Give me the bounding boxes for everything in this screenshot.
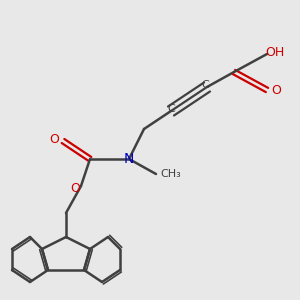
Text: OH: OH bbox=[265, 46, 284, 59]
Text: O: O bbox=[271, 83, 281, 97]
Text: CH₃: CH₃ bbox=[160, 169, 182, 179]
Text: C: C bbox=[202, 80, 209, 91]
Text: C: C bbox=[167, 104, 175, 115]
Text: N: N bbox=[124, 152, 134, 166]
Text: O: O bbox=[70, 182, 80, 196]
Text: O: O bbox=[49, 133, 59, 146]
